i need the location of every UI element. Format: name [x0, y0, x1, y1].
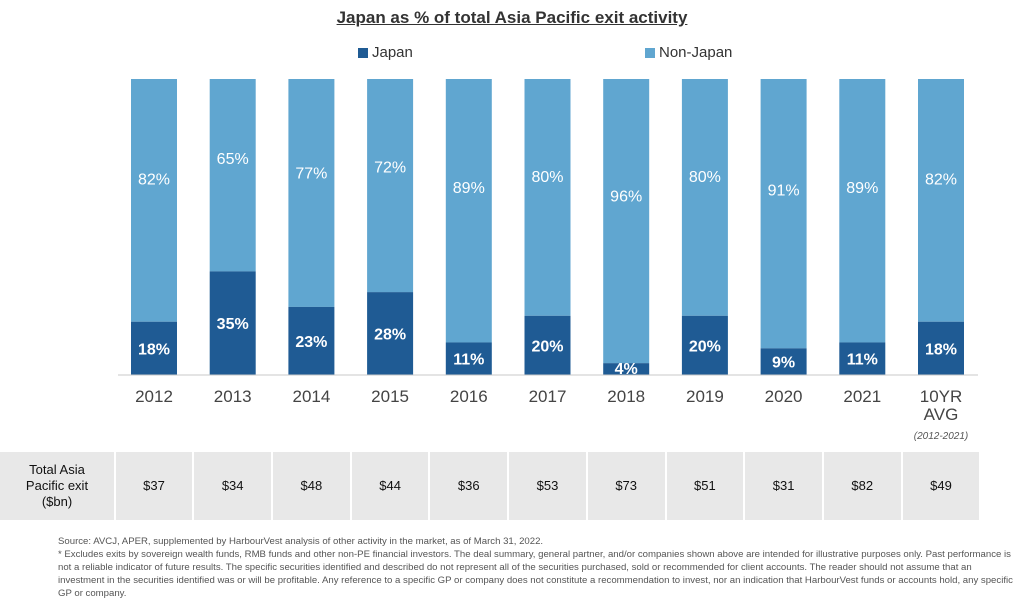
bar-non-japan-8	[760, 79, 807, 349]
legend-swatch-japan	[358, 47, 368, 58]
table-cell-0: $37	[115, 452, 193, 520]
table-cell-6: $73	[587, 452, 665, 520]
bar-non-japan-3	[367, 79, 414, 293]
label-japan-1: 35%	[217, 316, 249, 333]
label-japan-8: 9%	[772, 355, 795, 372]
label-non-japan-0: 82%	[138, 172, 170, 189]
bar-non-japan-5	[524, 79, 571, 316]
legend-swatch-non-japan	[645, 47, 655, 58]
label-japan-7: 20%	[689, 338, 721, 355]
label-non-japan-3: 72%	[374, 159, 406, 176]
bar-japan-9	[839, 342, 886, 375]
x-tick-label-10-1: AVG	[924, 405, 959, 424]
stacked-bar-chart: 82% 18% 2012 65% 35% 2013 77% 23% 2014 72% 28% 2015…	[118, 79, 978, 442]
exit-totals-table: Total Asia Pacific exit ($bn) $37 $34 $48 $…	[0, 452, 1024, 520]
bar-japan-1	[209, 271, 256, 375]
label-japan-5: 20%	[531, 338, 563, 355]
bar-non-japan-7	[681, 79, 728, 316]
label-non-japan-9: 89%	[846, 180, 878, 197]
bar-non-japan-9	[839, 79, 886, 343]
legend-label-non-japan: Non-Japan	[659, 44, 733, 61]
label-non-japan-8: 91%	[768, 182, 800, 199]
table-cell-3: $44	[351, 452, 429, 520]
label-non-japan-1: 65%	[217, 151, 249, 168]
x-tick-label-3: 2015	[371, 387, 409, 406]
bar-non-japan-10	[918, 79, 964, 322]
label-japan-9: 11%	[847, 352, 878, 369]
label-japan-2: 23%	[295, 334, 327, 351]
label-japan-3: 28%	[374, 327, 406, 344]
table-cell-7: $51	[666, 452, 744, 520]
legend-label-japan: Japan	[372, 44, 413, 61]
x-tick-label-4: 2016	[450, 387, 488, 406]
label-non-japan-5: 80%	[531, 169, 563, 186]
table-cell-8: $31	[745, 452, 822, 520]
bar-non-japan-0	[131, 79, 177, 322]
legend-item-non-japan: Non-Japan	[645, 44, 732, 61]
x-tick-label-10-0: 10YR	[920, 387, 963, 406]
bar-japan-6	[603, 363, 650, 375]
label-non-japan-10: 82%	[925, 172, 957, 189]
x-tick-label-5: 2017	[529, 387, 567, 406]
label-non-japan-2: 77%	[295, 165, 327, 182]
bar-japan-0	[131, 321, 177, 375]
footnotes: Source: AVCJ, APER, supplemented by Harb…	[58, 535, 1018, 600]
table-cell-4: $36	[430, 452, 508, 520]
bar-japan-8	[760, 348, 807, 375]
x-tick-label-7: 2019	[686, 387, 724, 406]
table-header: Total Asia Pacific exit ($bn)	[0, 452, 114, 520]
table-cell-10: $49	[902, 452, 980, 520]
bar-non-japan-2	[288, 79, 335, 307]
bar-japan-7	[681, 315, 728, 375]
bar-non-japan-6	[603, 79, 650, 364]
label-japan-0: 18%	[138, 341, 170, 358]
x-tick-label-1: 2013	[214, 387, 252, 406]
bar-non-japan-1	[209, 79, 256, 272]
table-cell-9: $82	[823, 452, 901, 520]
bar-japan-10	[918, 321, 964, 375]
x-tick-label-8: 2020	[765, 387, 803, 406]
x-tick-label-2: 2014	[292, 387, 330, 406]
table-cell-1: $34	[194, 452, 272, 520]
bar-japan-5	[524, 315, 571, 375]
x-tick-label-6: 2018	[607, 387, 645, 406]
disclaimer-note: * Excludes exits by sovereign wealth fun…	[58, 549, 1013, 599]
legend-item-japan: Japan	[358, 44, 413, 61]
table-cell-2: $48	[273, 452, 350, 520]
chart-title: Japan as % of total Asia Pacific exit ac…	[336, 8, 688, 27]
label-non-japan-6: 96%	[610, 189, 642, 206]
x-tick-label-0: 2012	[135, 387, 173, 406]
x-tick-label-9: 2021	[843, 387, 881, 406]
label-japan-10: 18%	[925, 341, 957, 358]
bar-japan-4	[445, 342, 492, 375]
label-non-japan-4: 89%	[453, 180, 485, 197]
bar-japan-3	[367, 292, 414, 375]
x-tick-note: (2012-2021)	[914, 431, 968, 442]
label-japan-4: 11%	[453, 352, 484, 369]
table-cell-5: $53	[509, 452, 586, 520]
bar-japan-2	[288, 306, 335, 375]
source-note: Source: AVCJ, APER, supplemented by Harb…	[58, 536, 544, 547]
bar-non-japan-4	[445, 79, 492, 343]
label-japan-6: 4%	[615, 361, 638, 378]
label-non-japan-7: 80%	[689, 169, 721, 186]
